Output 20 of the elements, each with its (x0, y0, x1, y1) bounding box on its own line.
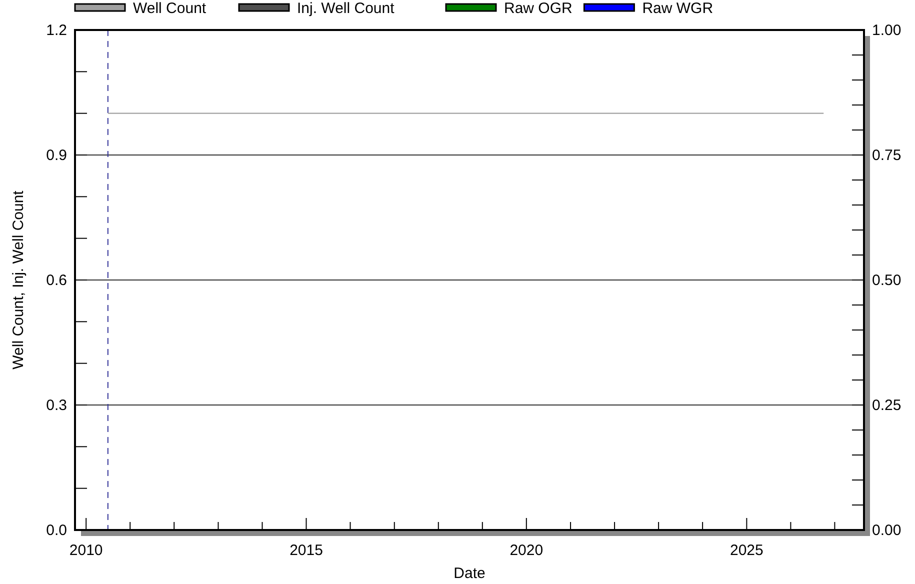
x-tick-label: 2025 (730, 542, 764, 559)
x-tick-label: 2020 (510, 542, 544, 559)
legend-label: Raw WGR (642, 0, 714, 17)
x-tick-label: 2010 (69, 542, 103, 559)
y-tick-label: 0.0 (46, 522, 67, 539)
y-axis-title: Well Count, Inj. Well Count (10, 190, 27, 370)
y-tick-label: 0.6 (46, 272, 67, 289)
y2-tick-label: 0.75 (872, 147, 902, 164)
y2-tick-label: 0.50 (872, 272, 902, 289)
y-tick-label: 0.9 (46, 147, 67, 164)
x-axis-title: Date (454, 565, 486, 582)
y2-tick-label: 0.00 (872, 522, 902, 539)
legend-label: Inj. Well Count (297, 0, 396, 17)
y2-tick-label: 1.00 (872, 22, 902, 39)
y2-tick-label: 0.25 (872, 397, 902, 414)
legend-label: Raw OGR (504, 0, 573, 17)
x-tick-label: 2015 (290, 542, 323, 559)
y-tick-label: 0.3 (46, 397, 67, 414)
legend-label: Well Count (133, 0, 207, 17)
y-tick-label: 1.2 (46, 22, 67, 39)
